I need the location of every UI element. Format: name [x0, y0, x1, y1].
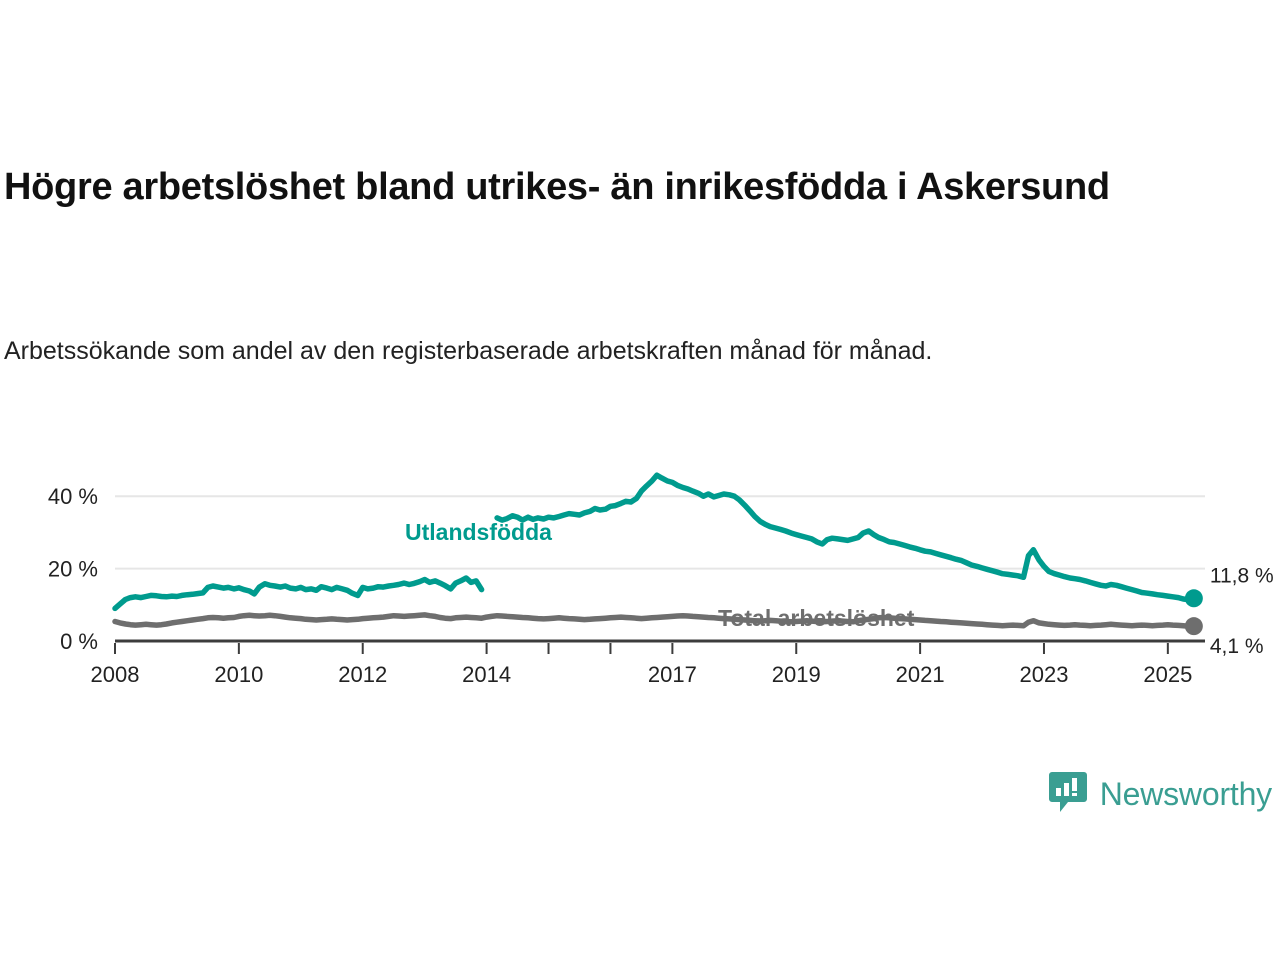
x-axis-tick-label: 2012 — [338, 662, 387, 687]
chart-subtitle: Arbetssökande som andel av den registerb… — [4, 337, 933, 365]
newsworthy-brand[interactable]: Newsworthy — [1048, 770, 1272, 819]
y-axis-tick-label: 40 % — [48, 484, 98, 509]
x-axis-tick-label: 2021 — [896, 662, 945, 687]
chart-footer: Newsworthy — [0, 758, 1280, 838]
brand-name: Newsworthy — [1099, 776, 1272, 812]
series-annotation-total: Total arbetslöshet — [718, 605, 915, 631]
chart-svg: 0 % 20 % 40 % 2008 2010 2012 2014 2017 2019 2021 2… — [48, 472, 1274, 687]
line-chart: 0 % 20 % 40 % 2008 2010 2012 2014 2017 2019 2021 2… — [0, 430, 1280, 710]
x-axis-tick-label: 2014 — [462, 662, 511, 687]
series-line-total — [112, 612, 1197, 629]
x-axis-tick-label: 2023 — [1020, 662, 1069, 687]
x-axis-tick-label: 2017 — [648, 662, 697, 687]
series-line-utlandsfodda — [494, 472, 1197, 603]
y-axis-tick-label: 20 % — [48, 557, 98, 582]
series-annotation-utlandsfodda: Utlandsfödda — [405, 519, 552, 545]
y-axis-tick-label: 0 % — [60, 629, 98, 654]
x-axis-tick-label: 2008 — [91, 662, 140, 687]
series-end-dot-utlandsfodda — [1184, 589, 1203, 608]
x-axis-tick-label: 2019 — [772, 662, 821, 687]
series-end-label-utlandsfodda: 11,8 % — [1210, 564, 1274, 587]
page-title: Högre arbetslöshet bland utrikes- än inr… — [4, 166, 1110, 209]
bar-chart-speech-bubble-icon — [1048, 770, 1088, 819]
x-axis-tick-label: 2025 — [1143, 662, 1192, 687]
series-end-dot-total — [1184, 617, 1203, 636]
x-axis-tick-label: 2010 — [214, 662, 263, 687]
series-end-label-total: 4,1 % — [1210, 635, 1264, 658]
series-line-utlandsfodda — [112, 575, 485, 612]
